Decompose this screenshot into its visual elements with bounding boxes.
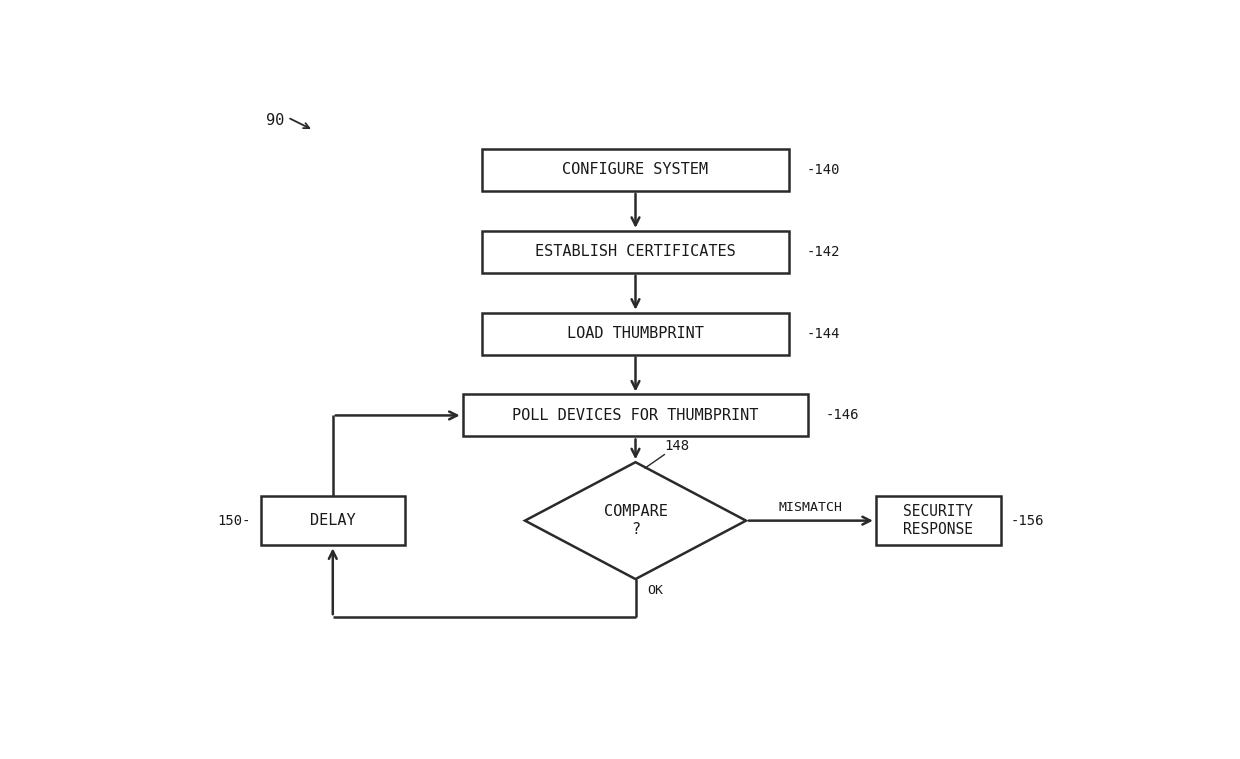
Text: -142: -142 (806, 245, 839, 259)
Text: -146: -146 (826, 408, 859, 423)
Text: 148: 148 (665, 439, 689, 453)
Text: -156: -156 (1011, 514, 1044, 528)
Text: OK: OK (647, 584, 663, 597)
Text: DELAY: DELAY (310, 513, 356, 528)
Bar (875, 496, 1001, 546)
Text: 150-: 150- (217, 514, 250, 528)
Text: POLL DEVICES FOR THUMBPRINT: POLL DEVICES FOR THUMBPRINT (512, 408, 759, 423)
Text: CONFIGURE SYSTEM: CONFIGURE SYSTEM (563, 162, 708, 178)
Text: LOAD THUMBPRINT: LOAD THUMBPRINT (567, 326, 704, 341)
Text: SECURITY
RESPONSE: SECURITY RESPONSE (903, 505, 973, 537)
Polygon shape (525, 462, 746, 579)
Bar (463, 395, 808, 436)
Text: COMPARE
?: COMPARE ? (604, 505, 667, 537)
Text: MISMATCH: MISMATCH (779, 501, 843, 514)
Bar (481, 313, 789, 354)
Bar (481, 231, 789, 272)
Text: ESTABLISH CERTIFICATES: ESTABLISH CERTIFICATES (536, 244, 735, 260)
Text: 90: 90 (265, 112, 284, 128)
Bar (260, 496, 404, 546)
Bar (481, 149, 789, 191)
Text: -140: -140 (806, 163, 839, 177)
Text: -144: -144 (806, 326, 839, 341)
